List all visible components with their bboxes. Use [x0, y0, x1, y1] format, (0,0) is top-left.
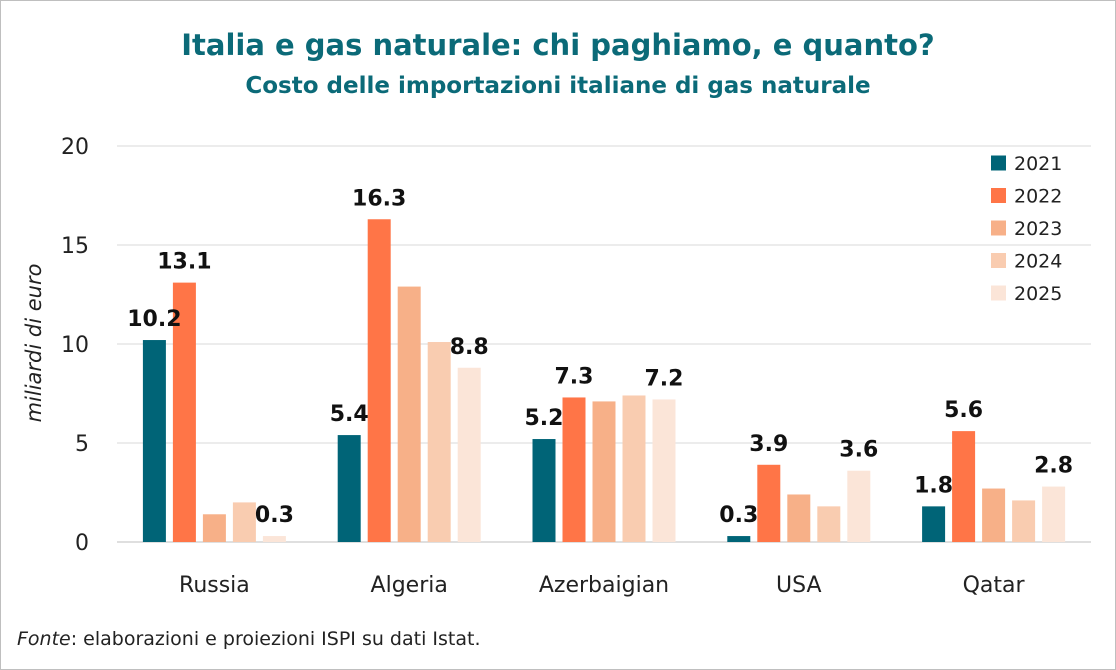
data-label: 8.8 — [450, 335, 489, 360]
data-label: 7.3 — [555, 364, 594, 389]
bar-russia-2022 — [172, 282, 196, 542]
legend-label: 2022 — [1014, 186, 1062, 208]
data-label: 0.3 — [719, 503, 758, 528]
bar-qatar-2021 — [922, 506, 946, 542]
y-tick-label: 20 — [61, 135, 89, 160]
bar-algeria-2022 — [367, 219, 391, 542]
bars — [142, 219, 1066, 542]
bar-algeria-2023 — [397, 286, 421, 542]
bar-azerbaigian-2021 — [532, 439, 556, 542]
x-category-label: Russia — [179, 573, 250, 598]
legend-label: 2021 — [1014, 153, 1062, 175]
data-labels: 10.2 13.1 0.3 5.4 16.3 8.8 5.2 7.3 7.2 0.3 3.9 3.6 1… — [127, 186, 1073, 528]
y-axis-label: miliardi di euro — [22, 264, 46, 423]
source-note: Fonte: elaborazioni e proiezioni ISPI su… — [17, 628, 480, 650]
x-category-label: Azerbaigian — [539, 573, 669, 598]
data-label: 3.9 — [749, 432, 788, 457]
bar-usa-2025 — [847, 470, 871, 542]
data-label: 13.1 — [157, 250, 211, 275]
bar-russia-2025 — [262, 536, 286, 542]
chart-subtitle: Costo delle importazioni italiane di gas… — [245, 73, 870, 99]
data-label: 0.3 — [255, 503, 294, 528]
legend-swatch-2023 — [991, 220, 1006, 236]
source-text: : elaborazioni e proiezioni ISPI su dati… — [71, 628, 481, 650]
legend-swatch-2025 — [991, 285, 1006, 301]
legend-swatch-2024 — [991, 253, 1006, 268]
bar-azerbaigian-2024 — [622, 395, 646, 542]
chart-title: Italia e gas naturale: chi paghiamo, e q… — [181, 28, 934, 62]
bar-usa-2024 — [817, 506, 841, 542]
bar-algeria-2024 — [427, 342, 451, 542]
y-tick-label: 0 — [75, 531, 89, 556]
bar-usa-2023 — [787, 494, 811, 542]
bar-qatar-2024 — [1012, 500, 1036, 542]
bar-algeria-2025 — [457, 367, 481, 542]
data-label: 1.8 — [914, 473, 953, 498]
bar-azerbaigian-2022 — [562, 397, 586, 542]
y-tick-label: 5 — [75, 432, 89, 457]
bar-azerbaigian-2023 — [592, 401, 616, 542]
data-label: 10.2 — [127, 307, 181, 332]
data-label: 5.6 — [944, 398, 983, 423]
bar-usa-2021 — [727, 536, 751, 542]
bar-russia-2024 — [232, 502, 256, 542]
data-label: 7.2 — [645, 366, 684, 391]
y-tick-label: 15 — [61, 234, 89, 259]
x-axis-categories: Russia Algeria Azerbaigian USA Qatar — [179, 573, 1026, 598]
legend-label: 2025 — [1014, 283, 1062, 305]
data-label: 2.8 — [1034, 454, 1073, 479]
legend-swatch-2021 — [991, 155, 1006, 171]
data-label: 3.6 — [839, 438, 878, 463]
data-label: 5.2 — [525, 406, 564, 431]
bar-qatar-2023 — [982, 488, 1006, 542]
x-category-label: USA — [776, 573, 822, 598]
legend-label: 2024 — [1014, 251, 1062, 273]
data-label: 16.3 — [352, 186, 406, 211]
source-label: Fonte — [17, 628, 71, 650]
bar-azerbaigian-2025 — [652, 399, 676, 542]
y-tick-label: 10 — [61, 333, 89, 358]
bar-usa-2022 — [757, 464, 781, 542]
bar-russia-2021 — [142, 340, 166, 542]
bar-russia-2023 — [202, 514, 226, 542]
bar-qatar-2025 — [1042, 486, 1066, 542]
data-label: 5.4 — [330, 402, 369, 427]
x-category-label: Algeria — [371, 573, 448, 598]
legend-label: 2023 — [1014, 218, 1062, 240]
x-category-label: Qatar — [963, 573, 1026, 598]
y-axis-ticks: 0 5 10 15 20 — [61, 135, 89, 556]
bar-qatar-2022 — [952, 431, 976, 542]
bar-algeria-2021 — [337, 435, 361, 542]
legend: 2021 2022 2023 2024 2025 — [991, 153, 1062, 305]
legend-swatch-2022 — [991, 188, 1006, 203]
